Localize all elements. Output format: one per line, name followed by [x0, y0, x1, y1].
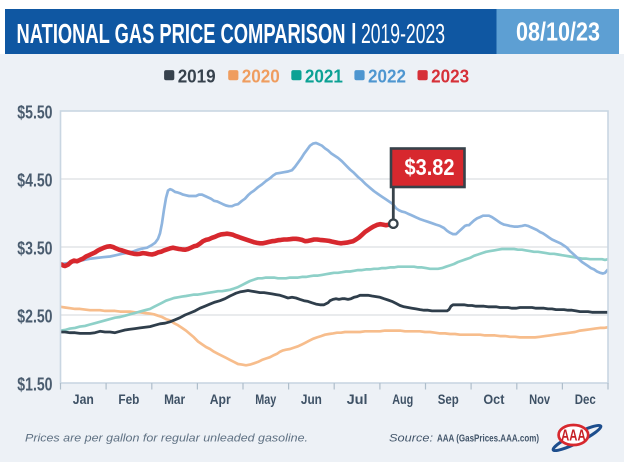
svg-text:Apr: Apr — [210, 392, 232, 407]
svg-text:Jan: Jan — [73, 392, 94, 407]
svg-text:Sep: Sep — [438, 392, 459, 407]
svg-text:Mar: Mar — [164, 392, 186, 407]
svg-text:2022: 2022 — [368, 66, 406, 86]
svg-text:Dec: Dec — [575, 392, 596, 407]
svg-text:2021: 2021 — [305, 66, 343, 86]
svg-text:Nov: Nov — [529, 392, 550, 407]
svg-text:$5.50: $5.50 — [17, 103, 52, 123]
svg-text:Jul: Jul — [347, 392, 368, 407]
svg-text:Jun: Jun — [301, 392, 322, 407]
svg-text:Prices are per gallon for regu: Prices are per gallon for regular unlead… — [25, 433, 308, 445]
svg-text:Source:: Source: — [389, 433, 433, 445]
svg-text:$4.50: $4.50 — [17, 171, 52, 191]
svg-text:08/10/23: 08/10/23 — [516, 17, 600, 47]
svg-text:NATIONAL GAS PRICE COMPARISON: NATIONAL GAS PRICE COMPARISON — [17, 18, 346, 49]
svg-text:2019-2023: 2019-2023 — [361, 18, 445, 49]
svg-text:$1.50: $1.50 — [17, 375, 52, 395]
svg-text:2019: 2019 — [178, 66, 216, 86]
svg-text:Oct: Oct — [483, 392, 504, 407]
svg-text:$3.50: $3.50 — [17, 239, 52, 259]
svg-text:AAA: AAA — [561, 428, 586, 445]
svg-text:2023: 2023 — [431, 66, 469, 86]
svg-text:Feb: Feb — [118, 392, 139, 407]
svg-text:2020: 2020 — [242, 66, 280, 86]
svg-text:$3.82: $3.82 — [405, 154, 455, 180]
svg-text:$2.50: $2.50 — [17, 307, 52, 327]
svg-text:Aug: Aug — [392, 392, 413, 407]
svg-text:May: May — [255, 392, 276, 407]
svg-text:AAA (GasPrices.AAA.com): AAA (GasPrices.AAA.com) — [437, 434, 539, 445]
